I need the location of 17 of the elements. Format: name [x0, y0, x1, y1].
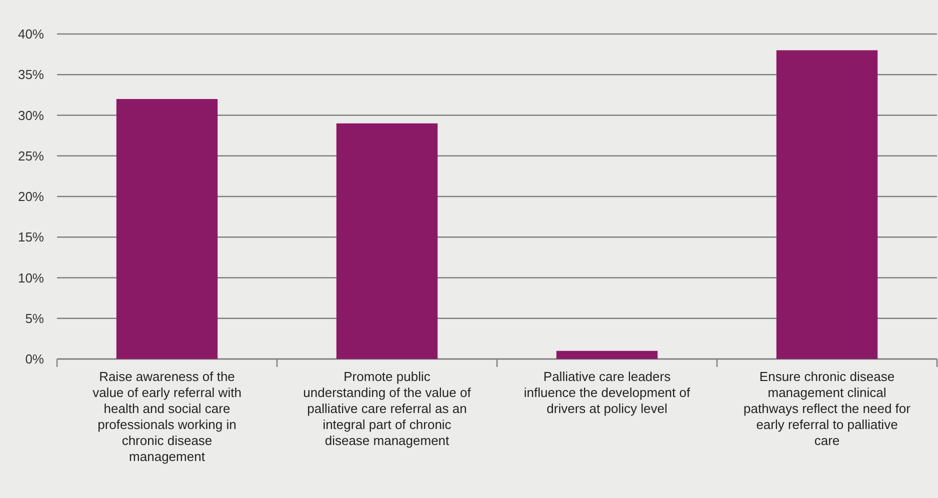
bar [556, 350, 658, 359]
y-tick-label: 15% [18, 230, 44, 245]
y-tick-label: 35% [18, 67, 44, 82]
x-tick-label: Ensure chronic disease management clinical pathways reflect the need for early referral to palliative care [744, 369, 912, 448]
y-tick-label: 10% [18, 270, 44, 286]
x-tick-label: Promote public understanding of the value of palliative care referral as an integral part of chronic disease management [303, 369, 472, 448]
y-tick-label: 0% [25, 352, 44, 367]
bar [116, 99, 218, 359]
y-tick-label: 20% [18, 189, 44, 204]
y-tick-label: 25% [18, 148, 44, 164]
y-tick-label: 40% [18, 26, 44, 42]
bar [336, 123, 438, 359]
x-tick-label: Raise awareness of the value of early referral with health and social care professionals working in chronic disease management [92, 369, 242, 464]
bar [776, 50, 878, 359]
x-tick-label: Palliative care leaders influence the development of drivers at policy level [524, 369, 690, 416]
y-tick-label: 5% [25, 310, 44, 326]
y-tick-label: 30% [18, 108, 44, 123]
